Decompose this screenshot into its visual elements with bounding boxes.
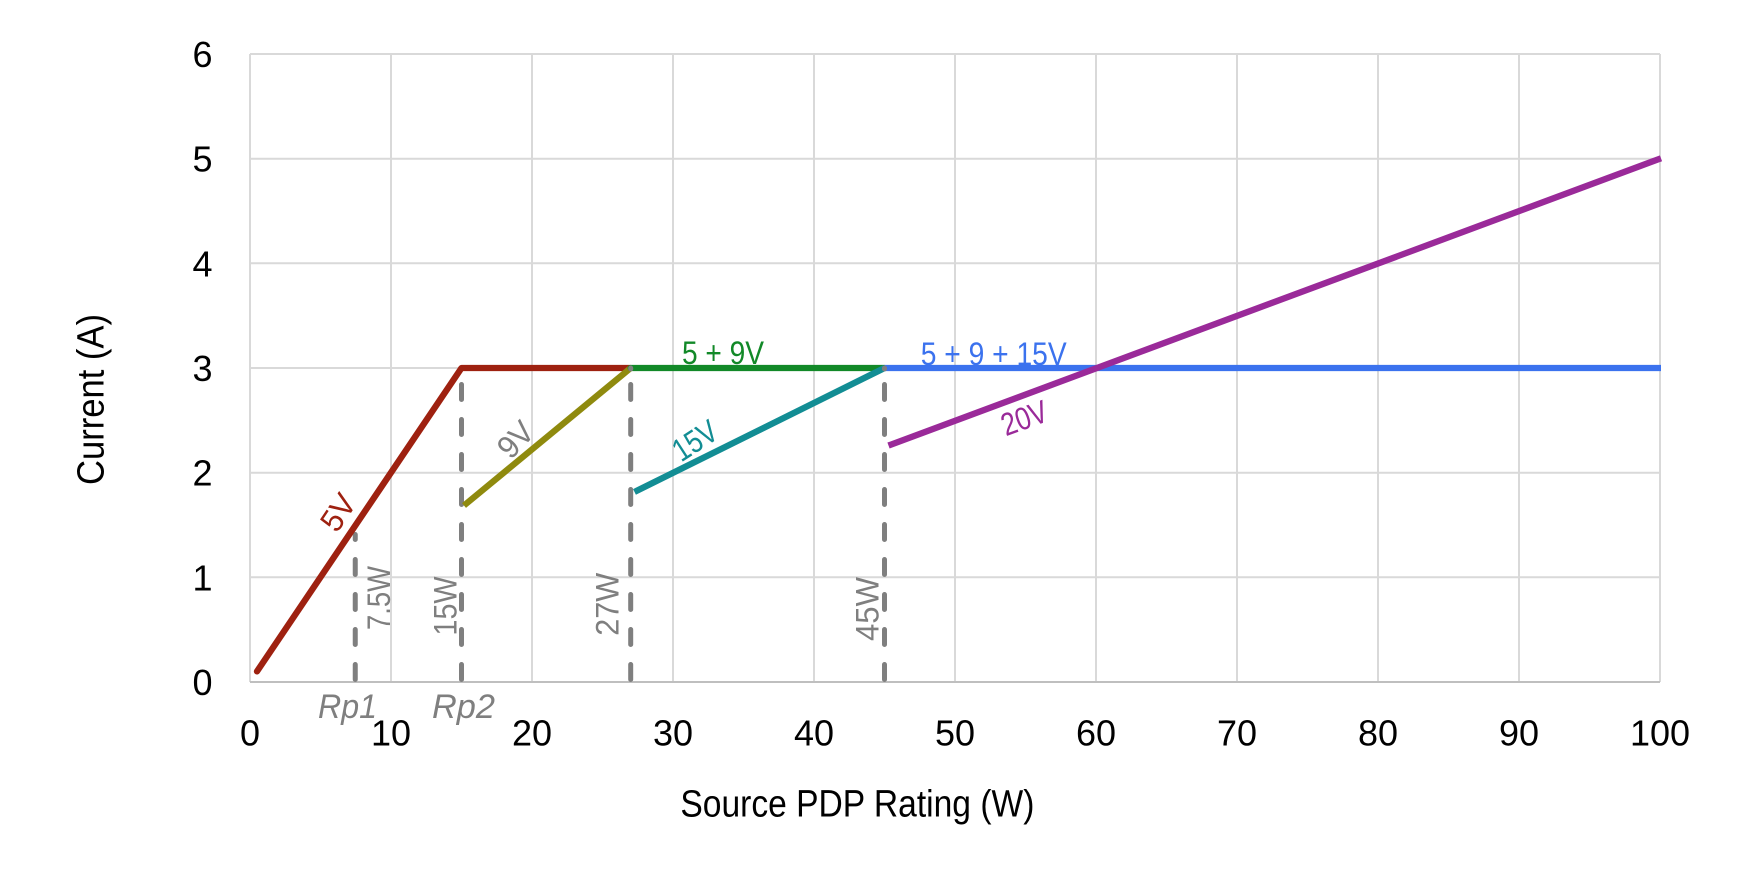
svg-text:80: 80	[1358, 713, 1398, 754]
svg-text:Source PDP Rating (W): Source PDP Rating (W)	[680, 784, 1034, 826]
svg-text:6: 6	[192, 34, 212, 75]
svg-text:3: 3	[192, 348, 212, 389]
svg-text:0: 0	[192, 662, 212, 703]
svg-text:40: 40	[794, 713, 834, 754]
svg-text:5 + 9V: 5 + 9V	[682, 335, 765, 371]
svg-text:27W: 27W	[589, 572, 625, 636]
svg-text:10: 10	[371, 713, 411, 754]
svg-text:7.5W: 7.5W	[361, 565, 397, 630]
svg-text:30: 30	[653, 713, 693, 754]
svg-text:15W: 15W	[428, 576, 464, 636]
svg-text:50: 50	[935, 713, 975, 754]
svg-text:Rp2: Rp2	[432, 688, 495, 726]
svg-text:1: 1	[192, 557, 212, 598]
svg-text:20: 20	[512, 713, 552, 754]
svg-text:45W: 45W	[850, 576, 886, 641]
svg-text:Rp1: Rp1	[318, 688, 377, 726]
svg-text:Current (A): Current (A)	[71, 314, 113, 485]
svg-text:70: 70	[1217, 713, 1257, 754]
svg-text:90: 90	[1499, 713, 1539, 754]
svg-text:2: 2	[192, 453, 212, 494]
svg-text:100: 100	[1630, 713, 1690, 754]
svg-text:0: 0	[240, 713, 260, 754]
svg-text:60: 60	[1076, 713, 1116, 754]
svg-text:5 + 9 + 15V: 5 + 9 + 15V	[921, 336, 1068, 372]
svg-text:5: 5	[192, 139, 212, 180]
svg-text:4: 4	[192, 243, 212, 284]
